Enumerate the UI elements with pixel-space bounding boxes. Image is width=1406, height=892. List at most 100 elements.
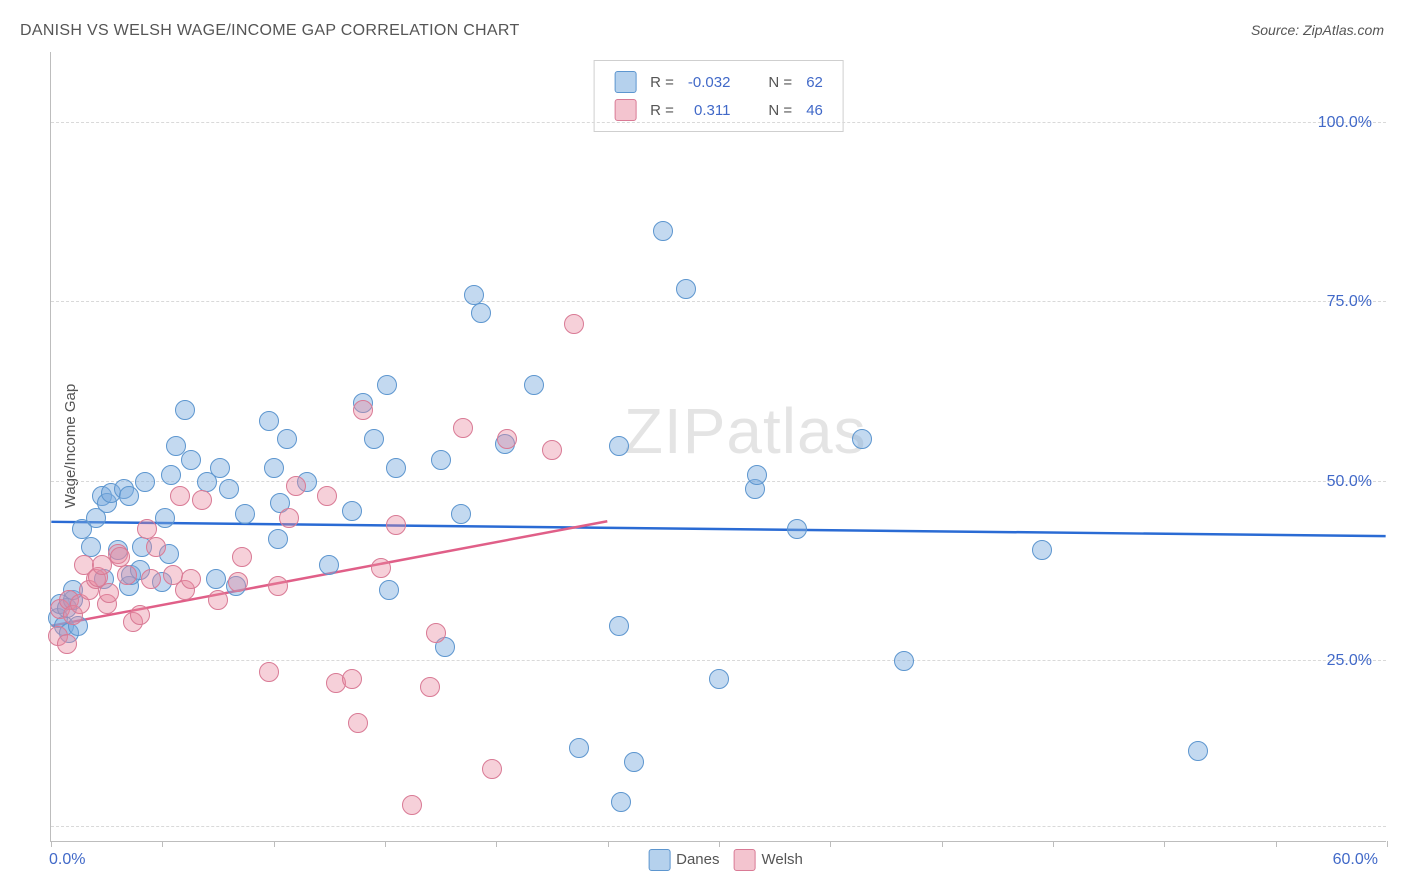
data-point bbox=[371, 558, 391, 578]
legend-r-value: -0.032 bbox=[682, 69, 737, 95]
x-axis-min-label: 0.0% bbox=[49, 851, 85, 869]
data-point bbox=[420, 677, 440, 697]
data-point bbox=[192, 490, 212, 510]
x-tick bbox=[1053, 841, 1054, 847]
x-tick bbox=[496, 841, 497, 847]
data-point bbox=[155, 508, 175, 528]
data-point bbox=[676, 279, 696, 299]
legend-swatch bbox=[614, 99, 636, 121]
data-point bbox=[210, 458, 230, 478]
legend-series-label: Welsh bbox=[761, 851, 802, 868]
data-point bbox=[564, 314, 584, 334]
data-point bbox=[894, 651, 914, 671]
data-point bbox=[286, 476, 306, 496]
data-point bbox=[279, 508, 299, 528]
data-point bbox=[277, 429, 297, 449]
data-point bbox=[181, 569, 201, 589]
y-tick-label: 100.0% bbox=[1318, 114, 1372, 132]
data-point bbox=[453, 418, 473, 438]
y-tick-label: 75.0% bbox=[1327, 293, 1372, 311]
data-point bbox=[268, 529, 288, 549]
data-point bbox=[364, 429, 384, 449]
x-tick bbox=[162, 841, 163, 847]
data-point bbox=[228, 572, 248, 592]
data-point bbox=[342, 501, 362, 521]
x-axis-max-label: 60.0% bbox=[1333, 851, 1378, 869]
data-point bbox=[1032, 540, 1052, 560]
data-point bbox=[611, 792, 631, 812]
gridline-h bbox=[51, 660, 1386, 661]
x-tick bbox=[274, 841, 275, 847]
x-tick bbox=[719, 841, 720, 847]
data-point bbox=[232, 547, 252, 567]
data-point bbox=[609, 436, 629, 456]
legend-n-value: 46 bbox=[800, 97, 829, 123]
data-point bbox=[709, 669, 729, 689]
data-point bbox=[99, 583, 119, 603]
data-point bbox=[208, 590, 228, 610]
data-point bbox=[386, 458, 406, 478]
data-point bbox=[569, 738, 589, 758]
trend-line-solid bbox=[51, 522, 1385, 536]
data-point bbox=[317, 486, 337, 506]
data-point bbox=[482, 759, 502, 779]
data-point bbox=[219, 479, 239, 499]
legend-n-label: N = bbox=[762, 97, 798, 123]
legend-series: Danes Welsh bbox=[634, 849, 803, 871]
data-point bbox=[386, 515, 406, 535]
data-point bbox=[379, 580, 399, 600]
plot-area: ZIPatlas R =-0.032N =62R =0.311N =46 Dan… bbox=[50, 52, 1386, 842]
data-point bbox=[206, 569, 226, 589]
x-tick bbox=[1164, 841, 1165, 847]
data-point bbox=[135, 472, 155, 492]
data-point bbox=[497, 429, 517, 449]
data-point bbox=[57, 634, 77, 654]
legend-r-label: R = bbox=[644, 97, 680, 123]
data-point bbox=[175, 400, 195, 420]
source-label: Source: ZipAtlas.com bbox=[1251, 22, 1384, 38]
legend-n-value: 62 bbox=[800, 69, 829, 95]
x-tick bbox=[1387, 841, 1388, 847]
trend-lines-layer bbox=[51, 52, 1386, 841]
data-point bbox=[348, 713, 368, 733]
data-point bbox=[264, 458, 284, 478]
data-point bbox=[653, 221, 673, 241]
y-tick-label: 50.0% bbox=[1327, 473, 1372, 491]
data-point bbox=[181, 450, 201, 470]
data-point bbox=[319, 555, 339, 575]
data-point bbox=[852, 429, 872, 449]
gridline-h bbox=[51, 122, 1386, 123]
data-point bbox=[170, 486, 190, 506]
data-point bbox=[117, 565, 137, 585]
data-point bbox=[624, 752, 644, 772]
legend-r-value: 0.311 bbox=[682, 97, 737, 123]
data-point bbox=[471, 303, 491, 323]
data-point bbox=[342, 669, 362, 689]
data-point bbox=[426, 623, 446, 643]
data-point bbox=[377, 375, 397, 395]
gridline-h bbox=[51, 481, 1386, 482]
x-tick bbox=[1276, 841, 1277, 847]
legend-swatch bbox=[648, 849, 670, 871]
data-point bbox=[161, 465, 181, 485]
y-tick-label: 25.0% bbox=[1327, 652, 1372, 670]
legend-series-label: Danes bbox=[676, 851, 719, 868]
chart-container: DANISH VS WELSH WAGE/INCOME GAP CORRELAT… bbox=[0, 0, 1406, 892]
legend-r-label: R = bbox=[644, 69, 680, 95]
data-point bbox=[235, 504, 255, 524]
legend-swatch bbox=[733, 849, 755, 871]
data-point bbox=[524, 375, 544, 395]
gridline-h bbox=[51, 301, 1386, 302]
legend-stats-row: R =-0.032N =62 bbox=[608, 69, 829, 95]
x-tick bbox=[608, 841, 609, 847]
data-point bbox=[353, 400, 373, 420]
data-point bbox=[146, 537, 166, 557]
x-tick bbox=[51, 841, 52, 847]
legend-swatch bbox=[614, 71, 636, 93]
data-point bbox=[268, 576, 288, 596]
data-point bbox=[1188, 741, 1208, 761]
x-tick bbox=[942, 841, 943, 847]
data-point bbox=[259, 662, 279, 682]
gridline-h bbox=[51, 826, 1386, 827]
data-point bbox=[747, 465, 767, 485]
